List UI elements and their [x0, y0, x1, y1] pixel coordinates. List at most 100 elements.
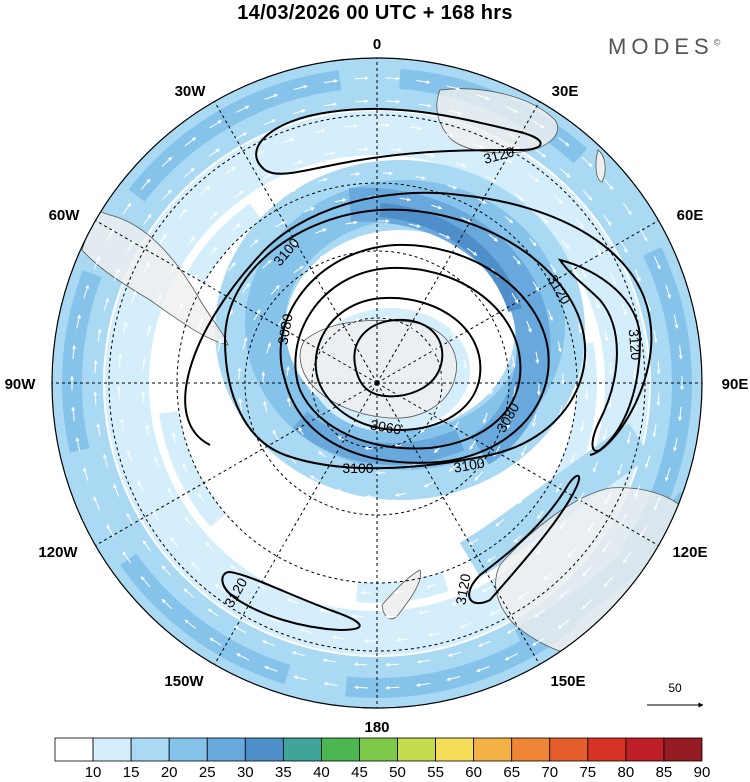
wind-arrow: [93, 255, 100, 270]
wind-arrow: [270, 285, 280, 295]
wind-arrow: [357, 147, 369, 152]
wind-arrow: [582, 566, 592, 577]
wind-arrow: [267, 561, 277, 568]
wind-arrow: [142, 540, 151, 552]
wind-arrow: [75, 437, 81, 452]
wind-arrow: [233, 501, 242, 511]
wind-arrow: [232, 223, 241, 231]
wind-arrow: [477, 198, 487, 205]
wind-arrow: [603, 178, 614, 190]
wind-arrow: [96, 423, 101, 437]
vector-legend: 50: [647, 681, 704, 708]
wind-arrow: [562, 240, 570, 250]
colorbar-swatch: [92, 737, 132, 762]
wind-arrow: [557, 341, 562, 353]
pole-marker: [374, 380, 380, 386]
wind-arrow: [313, 129, 326, 134]
wind-arrow: [619, 513, 628, 526]
wind-arrow: [286, 241, 298, 249]
wind-arrow: [608, 363, 613, 375]
wind-arrow: [264, 665, 278, 672]
wind-arrow: [201, 445, 207, 456]
wind-arrow: [331, 512, 344, 518]
wind-arrow: [286, 397, 291, 407]
wind-arrow: [422, 508, 435, 514]
wind-arrow: [323, 102, 337, 107]
colorbar-label: 10: [84, 764, 102, 781]
wind-arrow: [396, 541, 409, 546]
wind-arrow: [143, 213, 152, 225]
wind-arrow: [300, 628, 313, 634]
wind-arrow: [318, 451, 326, 458]
colorbar-label: 20: [160, 764, 178, 781]
wind-arrow: [217, 339, 222, 352]
wind-arrow: [504, 653, 518, 661]
wind-arrow: [486, 353, 491, 365]
lon-label: 30E: [552, 83, 579, 100]
wind-arrow: [394, 443, 402, 448]
wind-arrow: [486, 175, 497, 182]
colorbar-label: 30: [236, 764, 254, 781]
wind-arrow: [354, 685, 369, 690]
wind-arrow: [208, 211, 218, 221]
wind-arrow: [355, 99, 369, 104]
wind-arrow: [408, 223, 421, 228]
lon-label: 30W: [175, 83, 207, 100]
wind-arrow: [161, 156, 173, 168]
wind-arrow: [423, 481, 435, 488]
wind-arrow: [113, 484, 120, 497]
wind-arrow: [242, 337, 248, 350]
wind-arrow: [581, 156, 593, 168]
wind-arrow: [83, 284, 89, 299]
wind-arrow: [449, 109, 463, 115]
wind-arrow: [594, 245, 602, 256]
colorbar-swatch: [359, 737, 398, 762]
wind-arrow: [364, 446, 373, 451]
wind-arrow: [161, 565, 172, 576]
wind-arrow: [225, 166, 237, 175]
contour-label: 3120: [482, 143, 516, 167]
colorbar-label: 25: [198, 764, 216, 781]
wind-arrow: [184, 167, 195, 178]
wind-arrow: [673, 437, 678, 452]
wind-arrow: [567, 547, 576, 558]
wind-arrow: [328, 586, 339, 591]
wind-arrow: [416, 80, 431, 85]
wind-arrow: [209, 637, 222, 646]
wind-vectors: [70, 76, 684, 690]
wind-arrow: [526, 320, 532, 333]
wind-arrow: [152, 510, 160, 521]
wind-arrow: [532, 637, 545, 646]
wind-arrow: [165, 366, 170, 378]
wind-arrow: [282, 543, 293, 550]
lon-label: 120E: [672, 544, 707, 561]
wind-arrow: [555, 483, 562, 493]
colorbar-swatch: [511, 737, 551, 762]
colorbar-swatch: [244, 737, 284, 762]
wind-arrow: [461, 216, 472, 223]
wind-arrow: [656, 361, 661, 375]
wind-arrow: [214, 474, 222, 485]
wind-arrow: [249, 239, 259, 248]
contour-label: 3100: [452, 454, 486, 475]
wind-arrow: [262, 259, 272, 269]
wind-arrow: [665, 284, 671, 299]
wind-arrow: [287, 598, 299, 604]
wind-arrow: [382, 171, 394, 176]
wind-arrow: [678, 406, 683, 422]
wind-arrow: [645, 298, 651, 312]
colorbar-label: 35: [275, 764, 292, 781]
lon-label: 60E: [677, 207, 704, 224]
wind-arrow: [584, 388, 589, 400]
wind-arrow: [512, 255, 521, 265]
brand-logo: MODES©: [608, 34, 720, 60]
wind-arrow: [557, 137, 570, 147]
wind-arrow: [169, 334, 174, 345]
wind-arrow: [489, 609, 501, 616]
wind-arrow: [97, 328, 102, 342]
wind-arrow: [446, 85, 461, 91]
wind-arrow: [410, 248, 423, 254]
wind-arrow: [182, 463, 188, 474]
wind-arrow: [324, 151, 336, 156]
